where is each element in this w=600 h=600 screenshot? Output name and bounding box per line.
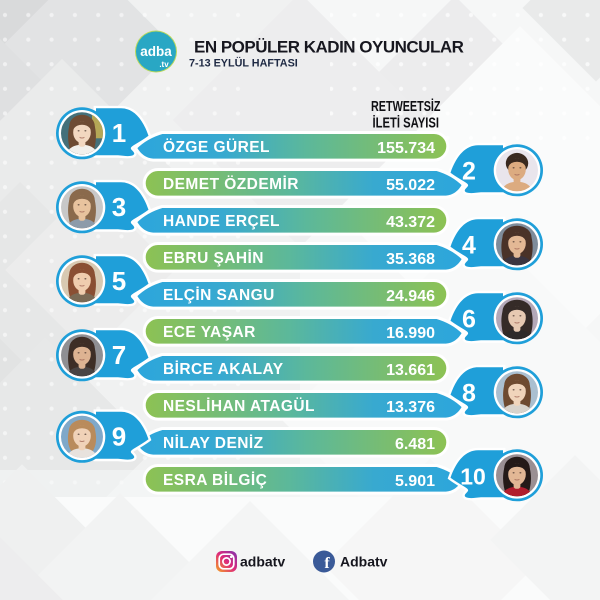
- svg-text:5.901: 5.901: [395, 473, 435, 490]
- svg-text:4: 4: [462, 232, 476, 260]
- svg-text:ELÇİN SANGU: ELÇİN SANGU: [163, 287, 275, 304]
- svg-text:13.661: 13.661: [386, 362, 435, 379]
- svg-text:EN POPÜLER KADIN OYUNCULAR: EN POPÜLER KADIN OYUNCULAR: [194, 38, 464, 57]
- svg-text:f: f: [324, 555, 330, 572]
- svg-text:6.481: 6.481: [395, 436, 435, 453]
- svg-text:16.990: 16.990: [386, 325, 435, 342]
- svg-text:9: 9: [112, 421, 126, 451]
- svg-text:adba: adba: [140, 44, 172, 59]
- svg-text:RETWEETSİZ: RETWEETSİZ: [371, 98, 441, 115]
- svg-text:ÖZGE GÜREL: ÖZGE GÜREL: [163, 139, 270, 156]
- svg-text:İLETİ SAYISI: İLETİ SAYISI: [373, 115, 440, 132]
- svg-text:adbatv: adbatv: [240, 554, 285, 570]
- svg-text:DEMET ÖZDEMİR: DEMET ÖZDEMİR: [163, 176, 299, 193]
- svg-text:HANDE ERÇEL: HANDE ERÇEL: [163, 213, 280, 230]
- svg-text:7-13 EYLÜL HAFTASI: 7-13 EYLÜL HAFTASI: [189, 57, 298, 70]
- svg-text:155.734: 155.734: [377, 140, 435, 157]
- svg-text:8: 8: [462, 380, 476, 408]
- svg-text:NİLAY DENİZ: NİLAY DENİZ: [163, 435, 264, 452]
- svg-text:6: 6: [462, 306, 476, 334]
- svg-text:43.372: 43.372: [386, 214, 435, 231]
- svg-text:24.946: 24.946: [386, 288, 435, 305]
- svg-text:1: 1: [112, 118, 126, 148]
- svg-text:EBRU ŞAHİN: EBRU ŞAHİN: [163, 250, 264, 267]
- svg-text:ECE YAŞAR: ECE YAŞAR: [163, 324, 256, 341]
- svg-text:ESRA BİLGİÇ: ESRA BİLGİÇ: [163, 472, 267, 489]
- svg-text:3: 3: [112, 192, 126, 222]
- svg-text:NESLİHAN ATAGÜL: NESLİHAN ATAGÜL: [163, 398, 315, 415]
- svg-text:7: 7: [112, 340, 126, 370]
- svg-text:5: 5: [112, 266, 126, 296]
- svg-text:55.022: 55.022: [386, 177, 435, 194]
- svg-text:.tv: .tv: [159, 60, 169, 69]
- svg-text:Adbatv: Adbatv: [340, 554, 388, 570]
- svg-text:BİRCE AKALAY: BİRCE AKALAY: [163, 361, 284, 378]
- svg-text:13.376: 13.376: [386, 399, 435, 416]
- svg-text:35.368: 35.368: [386, 251, 435, 268]
- svg-text:2: 2: [462, 158, 476, 186]
- svg-text:10: 10: [460, 464, 486, 490]
